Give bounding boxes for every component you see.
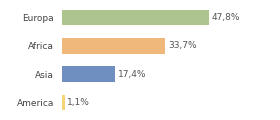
Text: 33,7%: 33,7% (168, 41, 197, 50)
Text: 17,4%: 17,4% (118, 70, 146, 79)
Bar (62, 66, 115, 82)
Bar (62, 38, 165, 54)
Bar (62, 10, 209, 25)
Text: 47,8%: 47,8% (211, 13, 240, 22)
Text: 1,1%: 1,1% (67, 98, 90, 107)
Bar (62, 95, 65, 110)
